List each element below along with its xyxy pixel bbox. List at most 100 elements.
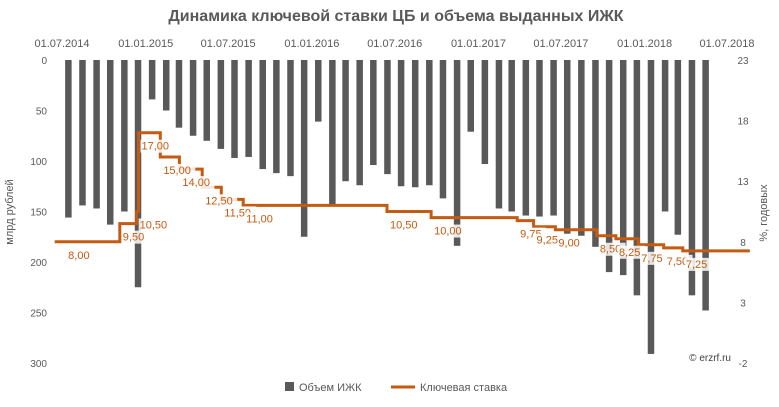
key-rate-line xyxy=(54,131,750,253)
rate-label-background xyxy=(388,218,422,232)
bar-izhk xyxy=(439,60,447,199)
bar-izhk xyxy=(411,60,419,188)
bar-izhk xyxy=(287,60,294,177)
bar-izhk xyxy=(508,60,515,212)
y-left-tick-label: 200 xyxy=(30,258,47,269)
x-tick-label: 01.01.2015 xyxy=(118,38,173,50)
rate-label-background xyxy=(535,233,563,247)
bar-izhk xyxy=(605,60,613,273)
rate-label: 9,00 xyxy=(558,238,579,250)
bar-izhk xyxy=(397,60,405,187)
rate-label: 9,25 xyxy=(537,235,558,247)
rate-label-background xyxy=(181,176,215,190)
legend-swatch-bars xyxy=(285,382,294,391)
rate-label: 9,50 xyxy=(123,232,144,244)
plot-area: 01.07.2014 01.01.2015 01.07.2015 01.01.2016… xyxy=(30,38,754,370)
bar-izhk xyxy=(231,60,238,158)
y-left-tick-label: 150 xyxy=(30,208,47,219)
right-axis-title: %, годовых xyxy=(758,184,770,242)
bar-izhk xyxy=(536,60,543,217)
rate-label: 15,00 xyxy=(163,165,191,177)
rate-label-background xyxy=(204,194,238,208)
rate-label: 7,75 xyxy=(641,253,662,265)
bar-izhk xyxy=(688,60,696,296)
y-right-tick-label: 3 xyxy=(740,298,746,309)
y-left-tick-label: 300 xyxy=(30,359,47,370)
x-tick-label: 01.07.2014 xyxy=(34,38,89,50)
x-tick-label: 01.07.2018 xyxy=(699,38,754,50)
y-left-tick-label: 0 xyxy=(41,56,47,67)
rate-label: 8,00 xyxy=(68,250,89,262)
bar-izhk xyxy=(329,60,336,205)
x-tick-label: 01.07.2017 xyxy=(533,38,588,50)
bar-izhk xyxy=(522,60,530,216)
y-right-tick-label: 23 xyxy=(737,56,749,67)
y-left-tick-label: 250 xyxy=(30,309,47,320)
bar-izhk xyxy=(162,60,170,111)
rate-label-background xyxy=(640,251,668,265)
bar-izhk xyxy=(342,60,349,182)
x-tick-label: 01.01.2016 xyxy=(284,38,339,50)
left-axis-title: млрд рублей xyxy=(4,179,16,244)
rate-label: 8,50 xyxy=(600,244,621,256)
y-right-tick-label: 8 xyxy=(740,238,746,249)
rate-label: 7,25 xyxy=(686,259,707,271)
copyright-watermark: © erzrf.ru xyxy=(689,353,731,364)
x-tick-label: 01.07.2015 xyxy=(201,38,256,50)
bar-izhk xyxy=(467,60,474,132)
bar-izhk xyxy=(495,60,503,209)
rate-label: 7,50 xyxy=(667,256,688,268)
x-tick-label: 01.07.2016 xyxy=(367,38,422,50)
rate-label-background xyxy=(162,163,196,177)
bar-izhk xyxy=(300,60,308,237)
rate-label: 14,00 xyxy=(182,177,210,189)
bar-izhk xyxy=(203,60,210,141)
y-left-tick-label: 50 xyxy=(36,107,48,118)
chart-title: Динамика ключевой ставки ЦБ и объема выд… xyxy=(168,8,623,25)
bar-izhk xyxy=(426,60,433,186)
rate-label-background xyxy=(138,218,172,232)
bar-izhk xyxy=(106,60,114,225)
bar-izhk xyxy=(245,60,252,157)
bar-izhk xyxy=(453,60,461,246)
bar-izhk xyxy=(356,60,363,186)
bar-izhk xyxy=(674,60,682,235)
rate-label-background xyxy=(67,248,94,262)
bar-izhk xyxy=(633,60,641,296)
bar-izhk xyxy=(273,60,280,174)
bar-izhk xyxy=(481,60,489,165)
x-tick-label: 01.01.2018 xyxy=(617,38,672,50)
bar-izhk xyxy=(121,60,128,212)
y-right-tick-label: 13 xyxy=(737,177,749,188)
bar-izhk xyxy=(619,60,627,276)
bar-izhk xyxy=(189,60,197,136)
bar-izhk xyxy=(661,60,669,212)
rate-label: 11,50 xyxy=(224,207,251,219)
rate-label-background xyxy=(684,257,712,271)
rate-label-background xyxy=(140,139,174,153)
rate-label-background xyxy=(617,245,645,259)
y-right-tick-label: -2 xyxy=(739,359,748,370)
y-right-tick-label: 18 xyxy=(737,117,749,128)
rate-label: 12,50 xyxy=(205,195,233,207)
rate-label-background xyxy=(557,236,585,250)
bar-izhk xyxy=(217,60,225,149)
bar-izhk xyxy=(148,60,156,100)
rate-label: 10,00 xyxy=(434,226,462,238)
bar-izhk xyxy=(550,60,557,216)
legend-label-rate: Ключевая ставка xyxy=(420,382,508,394)
bar-izhk xyxy=(370,60,377,166)
rate-label-background xyxy=(121,230,149,244)
bar-izhk xyxy=(175,60,183,128)
bar-izhk xyxy=(65,60,72,218)
bar-izhk xyxy=(578,60,585,236)
bar-izhk xyxy=(259,60,266,170)
bar-izhk xyxy=(315,60,322,122)
bar-izhk xyxy=(93,60,100,209)
y-left-tick-label: 100 xyxy=(30,157,47,168)
x-tick-label: 01.01.2017 xyxy=(451,38,506,50)
rate-label: 10,50 xyxy=(140,220,168,232)
rate-label-background xyxy=(433,224,467,238)
